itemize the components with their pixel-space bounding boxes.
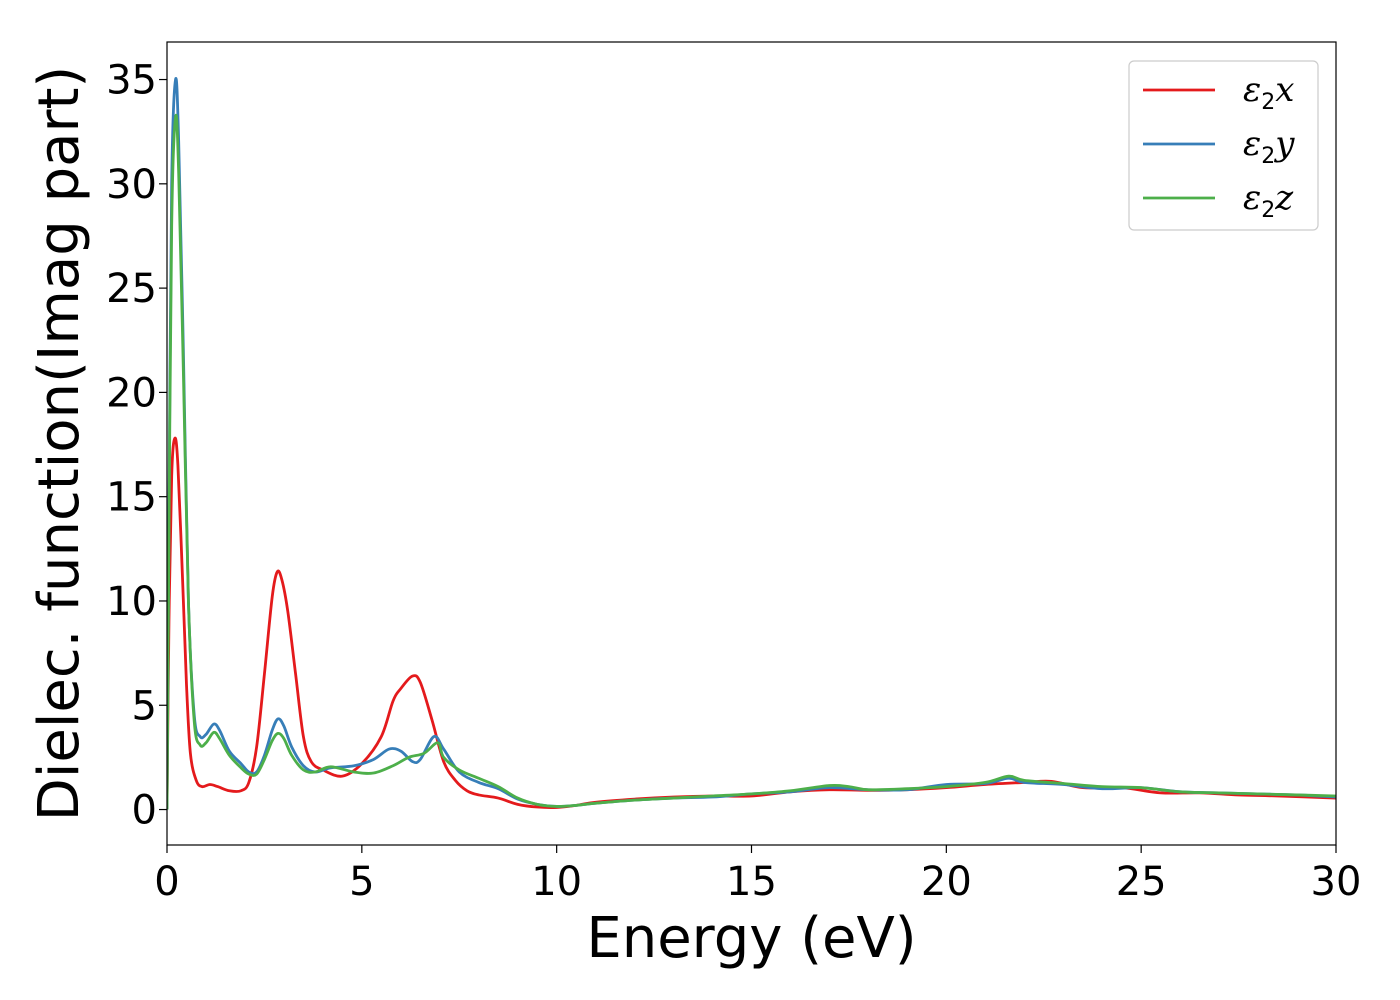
legend: ε2x ε2y ε2z [1128, 60, 1319, 231]
legend-label: ε2x [1243, 70, 1294, 115]
x-tick-label: 25 [1116, 859, 1167, 905]
legend-box [1128, 60, 1319, 231]
series-layer [167, 76, 1336, 810]
x-tick-label: 15 [726, 859, 777, 905]
legend-label: ε2y [1243, 124, 1295, 169]
y-tick-label: 25 [106, 266, 157, 312]
y-tick-label: 20 [106, 370, 157, 416]
y-tick-label: 15 [106, 475, 157, 521]
y-tick-label: 30 [106, 162, 157, 208]
y-tick-label: 35 [106, 58, 157, 104]
series-line-z [167, 113, 1336, 810]
y-tick-label: 0 [132, 788, 157, 834]
x-tick-label: 10 [531, 859, 582, 905]
x-tick-label: 0 [154, 859, 179, 905]
y-axis-title: Dielec. function(Imag part) [27, 66, 92, 822]
y-tick-label: 5 [132, 683, 157, 729]
x-tick-label: 20 [921, 859, 972, 905]
x-tick-label: 5 [349, 859, 374, 905]
ticks-layer: 0 5 10 15 20 25 30 0 5 10 15 20 25 30 35 [106, 58, 1361, 905]
legend-label: ε2z [1243, 178, 1294, 223]
y-tick-label: 10 [106, 579, 157, 625]
x-axis-title: Energy (eV) [586, 906, 916, 971]
x-tick-label: 30 [1311, 859, 1362, 905]
